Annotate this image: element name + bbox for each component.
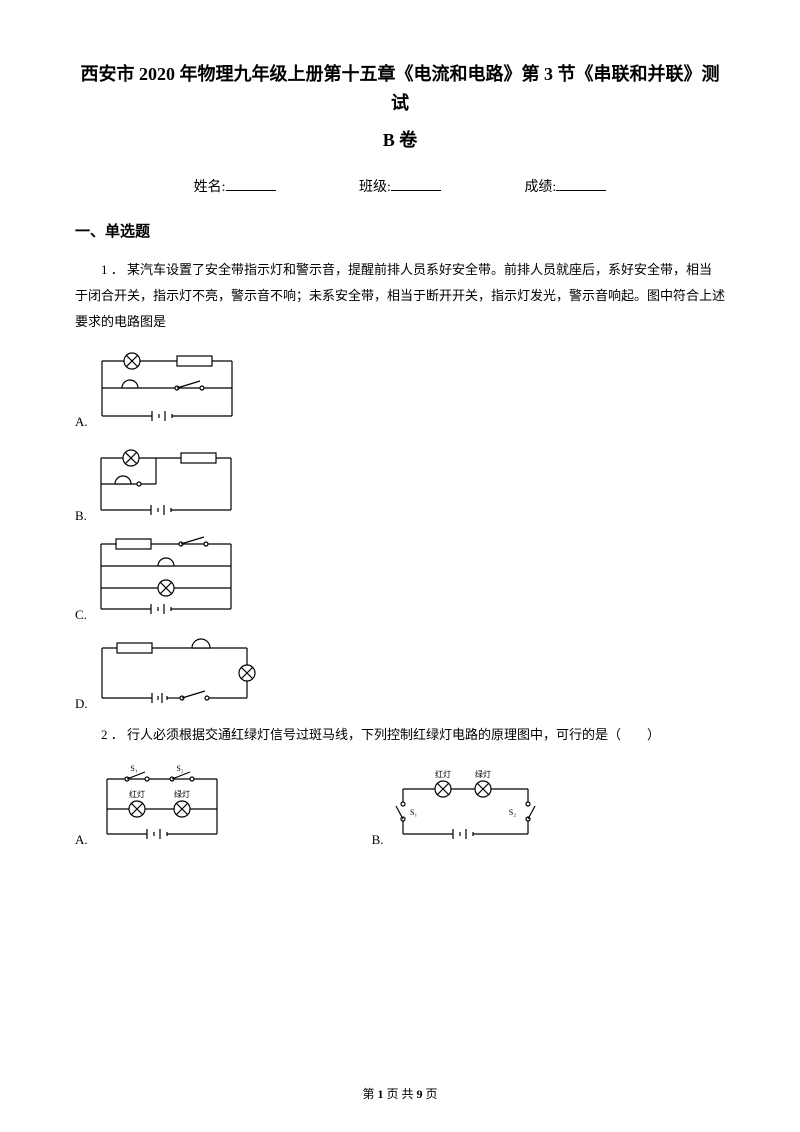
footer-mid: 页 共 xyxy=(383,1087,416,1101)
q1-option-a: A. xyxy=(75,351,725,430)
circuit-diagram-2b: S₁ S₂ 红灯 绿灯 xyxy=(388,769,543,848)
option-label-c: C. xyxy=(75,607,87,623)
score-blank xyxy=(556,190,606,191)
exam-subtitle: B 卷 xyxy=(75,126,725,152)
q1-text: 某汽车设置了安全带指示灯和警示音，提醒前排人员系好安全带。前排人员就座后，系好安… xyxy=(75,262,725,329)
svg-text:红灯: 红灯 xyxy=(435,769,451,779)
q2-number: 2 ． xyxy=(101,727,124,742)
q2-option-b: B. S₁ S₂ xyxy=(372,769,543,848)
q1-option-b: B. xyxy=(75,440,725,524)
circuit-diagram-1a xyxy=(92,351,242,430)
svg-text:S₂: S₂ xyxy=(176,764,183,773)
exam-title: 西安市 2020 年物理九年级上册第十五章《电流和电路》第 3 节《串联和并联》… xyxy=(75,60,725,118)
circuit-diagram-1b xyxy=(91,440,241,524)
name-label: 姓名: xyxy=(194,180,226,195)
score-label: 成绩: xyxy=(524,180,556,195)
circuit-diagram-1c xyxy=(91,534,241,623)
question-2: 2 ． 行人必须根据交通红绿灯信号过斑马线，下列控制红绿灯电路的原理图中，可行的… xyxy=(75,722,725,748)
question-1: 1 ． 某汽车设置了安全带指示灯和警示音，提醒前排人员系好安全带。前排人员就座后… xyxy=(75,257,725,335)
svg-text:红灯: 红灯 xyxy=(129,789,145,799)
q2-options-row: A. S₁ S₂ xyxy=(75,764,725,848)
footer-suffix: 页 xyxy=(423,1087,438,1101)
q2-text: 行人必须根据交通红绿灯信号过斑马线，下列控制红绿灯电路的原理图中，可行的是（ ） xyxy=(127,727,660,742)
section-heading: 一、单选题 xyxy=(75,220,725,241)
svg-text:S₂: S₂ xyxy=(508,808,515,817)
class-blank xyxy=(391,190,441,191)
option-label-d: D. xyxy=(75,696,88,712)
name-blank xyxy=(226,190,276,191)
q1-option-c: C. xyxy=(75,534,725,623)
circuit-diagram-1d xyxy=(92,633,257,712)
circuit-diagram-2a: S₁ S₂ 红灯 绿灯 xyxy=(92,764,232,848)
option-label-2b: B. xyxy=(372,832,384,848)
q1-number: 1 ． xyxy=(101,262,124,277)
q1-option-d: D. xyxy=(75,633,725,712)
svg-text:绿灯: 绿灯 xyxy=(475,769,491,779)
page-footer: 第 1 页 共 9 页 xyxy=(0,1085,800,1102)
q2-option-a: A. S₁ S₂ xyxy=(75,764,232,848)
option-label-2a: A. xyxy=(75,832,88,848)
svg-text:S₁: S₁ xyxy=(410,808,417,817)
option-label-b: B. xyxy=(75,508,87,524)
student-info-row: 姓名: 班级: 成绩: xyxy=(75,176,725,196)
option-label-a: A. xyxy=(75,414,88,430)
footer-prefix: 第 xyxy=(362,1087,377,1101)
svg-text:S₁: S₁ xyxy=(130,764,137,773)
class-label: 班级: xyxy=(359,180,391,195)
svg-text:绿灯: 绿灯 xyxy=(174,789,190,799)
